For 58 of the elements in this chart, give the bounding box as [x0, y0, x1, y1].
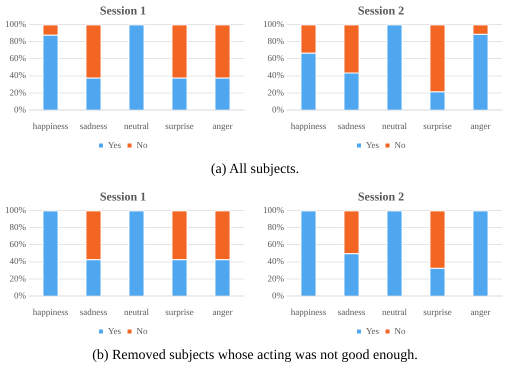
y-tick-label: 60%: [9, 239, 26, 250]
legend-label: No: [136, 140, 148, 150]
y-tick-label: 100%: [4, 204, 26, 215]
y-tick-label: 100%: [262, 204, 284, 215]
chart-title: Session 1: [100, 3, 146, 18]
x-tick-label: happiness: [290, 120, 327, 131]
x-tick-label: neutral: [382, 306, 408, 317]
y-tick-label: 60%: [267, 239, 284, 250]
x-tick-label: sadness: [80, 120, 108, 131]
y-tick-label: 40%: [9, 256, 26, 266]
x-tick-label: anger: [470, 306, 490, 317]
y-tick-label: 60%: [267, 53, 284, 64]
x-tick-label: neutral: [124, 306, 150, 317]
y-tick-label: 60%: [9, 53, 26, 64]
x-tick-label: sadness: [338, 120, 366, 131]
y-tick-label: 100%: [4, 18, 26, 29]
x-tick-label: surprise: [165, 306, 194, 317]
legend-label: Yes: [366, 140, 380, 150]
x-tick-label: anger: [212, 120, 232, 131]
y-tick-label: 20%: [267, 87, 284, 98]
x-tick-label: surprise: [423, 120, 452, 131]
y-tick-label: 0%: [14, 290, 26, 301]
text: (a) All subjects.: [210, 161, 300, 179]
y-tick-label: 20%: [9, 87, 26, 98]
x-tick-label: sadness: [338, 306, 366, 317]
y-tick-label: 80%: [267, 36, 284, 46]
legend-label: No: [394, 326, 406, 336]
x-tick-label: happiness: [32, 120, 69, 131]
y-tick-label: 0%: [14, 104, 26, 115]
x-tick-label: surprise: [423, 306, 452, 317]
text: (b) Removed subjects whose acting was not good enough.: [91, 347, 419, 365]
x-tick-label: anger: [212, 306, 232, 317]
x-tick-label: neutral: [124, 120, 150, 131]
x-tick-label: sadness: [80, 306, 108, 317]
chart-title: Session 2: [358, 189, 404, 204]
y-tick-label: 40%: [267, 256, 284, 266]
legend-label: No: [136, 326, 148, 336]
x-tick-label: surprise: [165, 120, 194, 131]
y-tick-label: 40%: [9, 70, 26, 80]
y-tick-label: 80%: [9, 222, 26, 232]
x-tick-label: happiness: [32, 306, 69, 317]
legend-label: Yes: [108, 326, 122, 336]
legend-label: No: [394, 140, 406, 150]
y-tick-label: 80%: [267, 222, 284, 232]
x-tick-label: neutral: [382, 120, 408, 131]
y-tick-label: 40%: [267, 70, 284, 80]
y-tick-label: 20%: [267, 273, 284, 284]
y-tick-label: 0%: [272, 104, 284, 115]
y-tick-label: 20%: [9, 273, 26, 284]
legend-label: Yes: [366, 326, 380, 336]
x-tick-label: anger: [470, 120, 490, 131]
x-tick-label: happiness: [290, 306, 327, 317]
chart-title: Session 2: [358, 3, 404, 18]
chart-title: Session 1: [100, 189, 146, 204]
y-tick-label: 100%: [262, 18, 284, 29]
y-tick-label: 0%: [272, 290, 284, 301]
legend-label: Yes: [108, 140, 122, 150]
y-tick-label: 80%: [9, 36, 26, 46]
